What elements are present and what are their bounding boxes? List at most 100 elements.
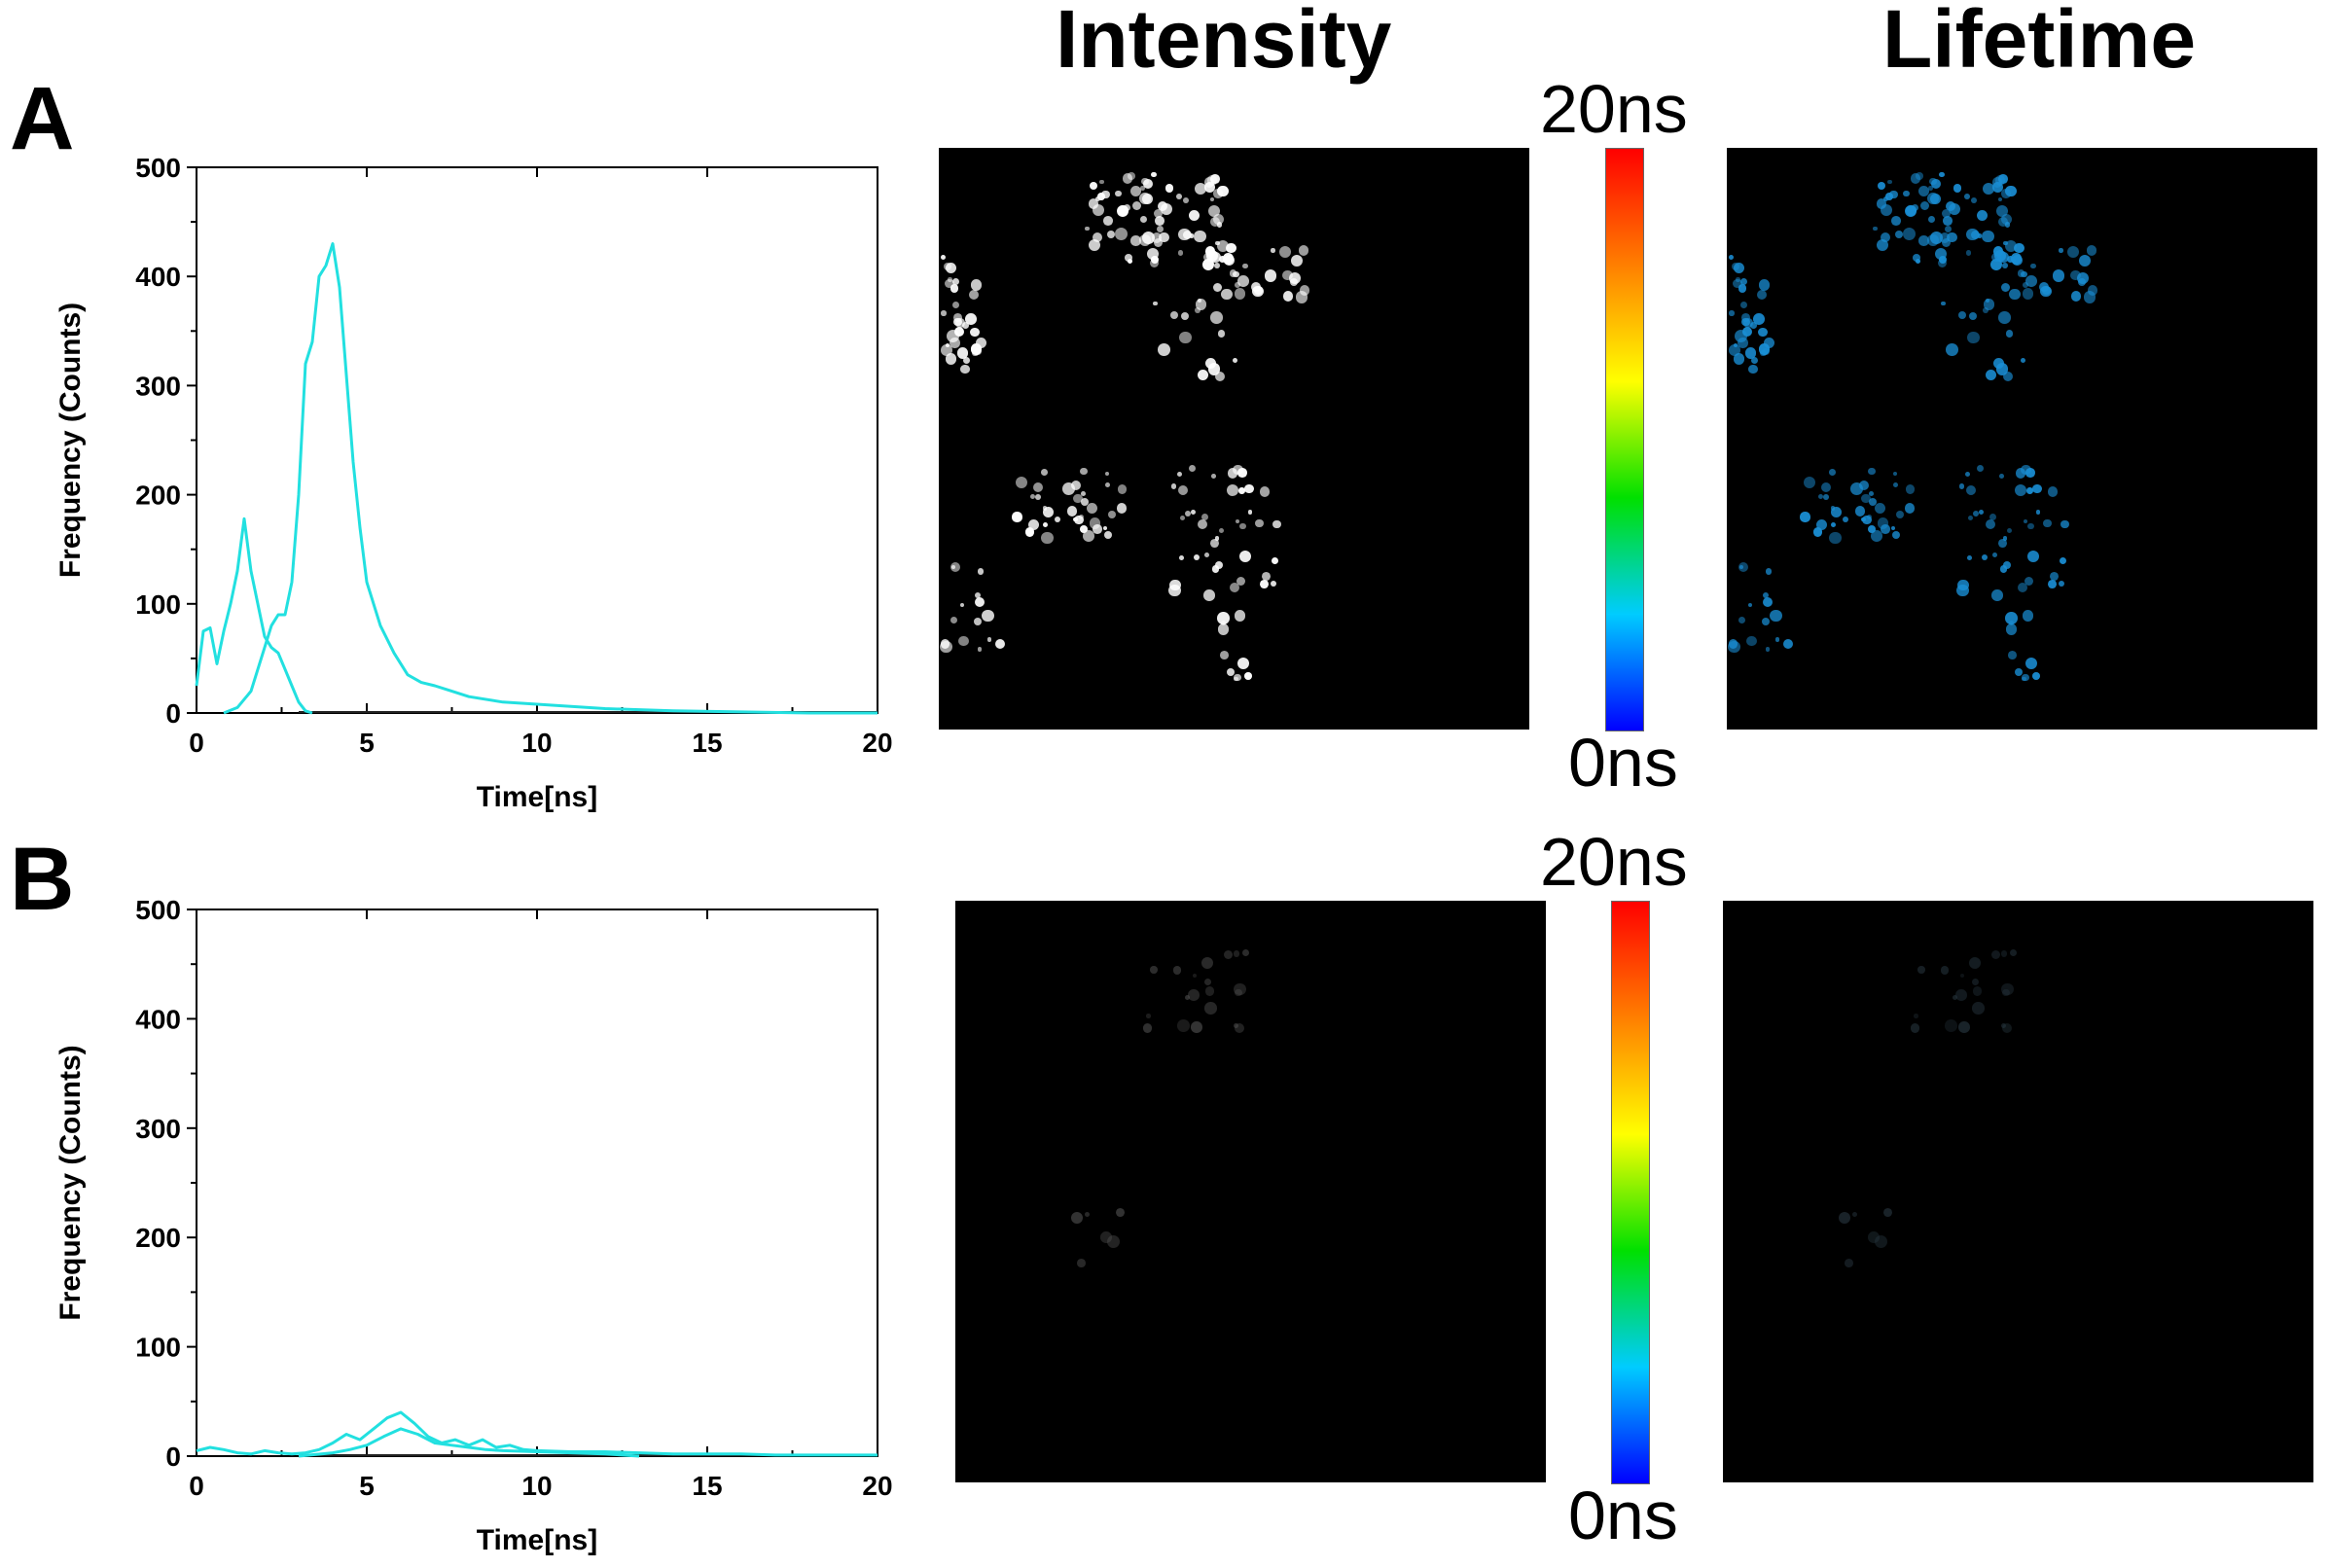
cell-dot [1942, 208, 1952, 218]
y-tick-label: 500 [135, 895, 181, 925]
cell-dot [1102, 215, 1113, 226]
cell-dot [1129, 235, 1141, 246]
cell-dot [959, 602, 965, 608]
cell-dot [1030, 493, 1036, 499]
cell-dot [1917, 185, 1930, 197]
cell-dot [1203, 252, 1213, 263]
cell-dot [1744, 347, 1757, 359]
cell-dot [1096, 193, 1105, 200]
cell-dot [1200, 513, 1208, 520]
cell-dot [2006, 255, 2015, 263]
cell-dot [1237, 275, 1249, 288]
cell-dot [1992, 246, 2004, 257]
cell-dot [1169, 311, 1178, 320]
cell-dot [1997, 251, 2009, 264]
cell-dot [1089, 517, 1101, 529]
cell-dot [2079, 255, 2092, 267]
cell-dot [1070, 1211, 1083, 1224]
cell-dot [2002, 536, 2008, 541]
cell-dot [970, 278, 983, 291]
cell-dot [1299, 285, 1310, 297]
cell-dot [1920, 200, 1930, 211]
cell-dot [973, 617, 983, 626]
cell-dot [1086, 502, 1098, 515]
cell-dot [1042, 506, 1054, 517]
cell-dot [2001, 1022, 2013, 1034]
cell-dot [1861, 493, 1871, 504]
cell-dot [1289, 277, 1299, 286]
cell-dot [1941, 238, 1951, 248]
cell-dot [1999, 565, 2008, 573]
cell-dot [1994, 175, 2006, 186]
cell-dot [943, 262, 952, 271]
cell-dot [1235, 518, 1240, 524]
cell-dot [1838, 1211, 1850, 1224]
cell-dot [1272, 557, 1279, 565]
cell-dot [1211, 474, 1217, 480]
cell-dot [1997, 197, 2002, 202]
cell-dot [1214, 536, 1220, 541]
cell-dot [1151, 256, 1160, 265]
cell-dot [1830, 521, 1836, 527]
cell-dot [1217, 185, 1229, 196]
cell-dot [1125, 254, 1133, 263]
cell-dot [1151, 232, 1163, 243]
cell-dot [1903, 190, 1910, 197]
cell-dot [1035, 494, 1041, 501]
cell-dot [1917, 235, 1929, 246]
cell-dot [1088, 197, 1099, 209]
cell-dot [1952, 995, 1957, 1001]
cell-dot [2049, 571, 2059, 581]
cell-dot [1884, 193, 1893, 200]
cell-dot [2035, 510, 2041, 515]
cell-dot [1751, 356, 1759, 364]
x-axis-label: Time[ns] [477, 1524, 597, 1556]
cell-dot [1910, 172, 1921, 184]
cell-dot [2009, 289, 2021, 301]
cell-dot [1758, 278, 1771, 291]
cell-dot [1272, 520, 1281, 529]
cell-dot [1889, 190, 1898, 199]
cell-dot [941, 310, 947, 316]
cell-dot [1770, 609, 1782, 623]
cell-dot [1758, 343, 1770, 355]
cell-dot [1999, 474, 2005, 480]
cell-dot [1215, 240, 1220, 246]
cell-dot [1142, 231, 1156, 244]
y-tick-label: 500 [135, 153, 181, 183]
cell-dot [2070, 291, 2082, 302]
cell-dot [1733, 342, 1738, 347]
cell-dot [1940, 301, 1946, 306]
cell-dot [2060, 557, 2067, 565]
cell-dot [958, 635, 969, 647]
colorbar-b [1611, 901, 1650, 1484]
cell-dot [2015, 483, 2027, 496]
cell-dot [1904, 502, 1916, 514]
cell-dot [2001, 982, 2015, 996]
cell-dot [1028, 518, 1040, 530]
cell-dot [1943, 216, 1953, 227]
x-tick-label: 15 [692, 728, 722, 758]
cell-dot [1080, 467, 1088, 476]
intensity-header: Intensity [1056, 0, 1392, 85]
cell-dot [1204, 986, 1214, 996]
cell-dot [1982, 230, 1994, 243]
cell-dot [2006, 528, 2012, 534]
cell-dot [965, 312, 977, 325]
cell-dot [1054, 516, 1061, 523]
cell-dot [1241, 949, 1250, 957]
cell-dot [1247, 510, 1253, 515]
cell-dot [1926, 193, 1939, 205]
cell-dot [2040, 285, 2052, 298]
cell-dot [1208, 204, 1221, 217]
cell-dot [2021, 271, 2027, 278]
cell-dot [1101, 190, 1110, 199]
scale-min-a: 0ns [1568, 725, 1678, 801]
cell-dot [1150, 966, 1158, 974]
lifetime-image-b [1723, 901, 2313, 1482]
cell-dot [1887, 179, 1892, 185]
cell-dot [2005, 624, 2018, 636]
cell-dot [1070, 480, 1082, 491]
cell-dot [1138, 193, 1151, 205]
cell-dot [1127, 258, 1133, 265]
